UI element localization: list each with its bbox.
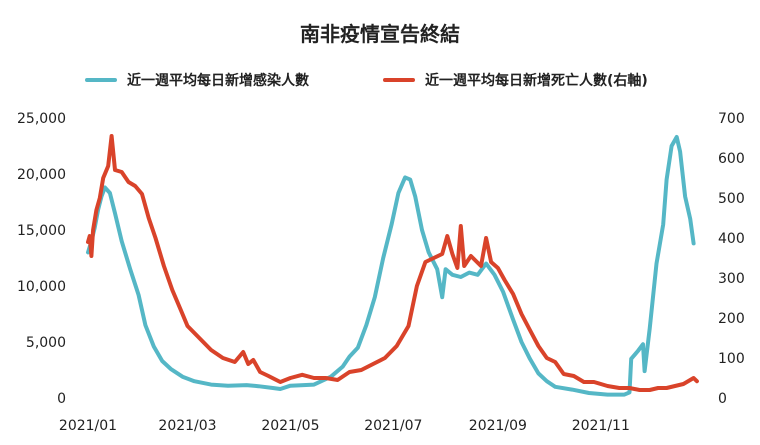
series-line-cases <box>86 135 696 397</box>
y-right-tick-label: 100 <box>718 351 745 367</box>
y-left-tick-label: 25,000 <box>17 111 66 127</box>
y-right-tick-label: 500 <box>718 191 745 207</box>
x-tick-label: 2021/07 <box>364 418 422 434</box>
x-tick-label: 2021/09 <box>469 418 527 434</box>
y-left-tick-label: 10,000 <box>17 279 66 295</box>
chart-legend: 近一週平均每日新增感染人數 近一週平均每日新增死亡人數(右軸) <box>0 70 760 94</box>
x-tick-label: 2021/11 <box>572 418 630 434</box>
legend-swatch-cases <box>85 78 117 82</box>
y-right-tick-label: 700 <box>718 111 745 127</box>
legend-item-cases: 近一週平均每日新增感染人數 <box>85 70 309 90</box>
legend-label-cases: 近一週平均每日新增感染人數 <box>127 73 309 89</box>
y-right-tick-label: 300 <box>718 271 745 287</box>
y-right-tick-label: 0 <box>718 391 727 407</box>
chart-title: 南非疫情宣告終結 <box>300 22 460 46</box>
y-left-tick-label: 15,000 <box>17 223 66 239</box>
x-tick-label: 2021/05 <box>261 418 319 434</box>
x-tick-label: 2021/01 <box>59 418 117 434</box>
y-left-tick-label: 0 <box>57 391 66 407</box>
y-right-tick-label: 200 <box>718 311 745 327</box>
y-right-tick-label: 600 <box>718 151 745 167</box>
legend-item-deaths: 近一週平均每日新增死亡人數(右軸) <box>383 70 648 90</box>
x-tick-label: 2021/03 <box>158 418 216 434</box>
legend-swatch-deaths <box>383 78 415 82</box>
y-left-tick-label: 20,000 <box>17 167 66 183</box>
y-left-tick-label: 5,000 <box>26 335 66 351</box>
series-line-deaths <box>86 134 699 392</box>
y-right-tick-label: 400 <box>718 231 745 247</box>
legend-label-deaths: 近一週平均每日新增死亡人數(右軸) <box>425 73 648 89</box>
